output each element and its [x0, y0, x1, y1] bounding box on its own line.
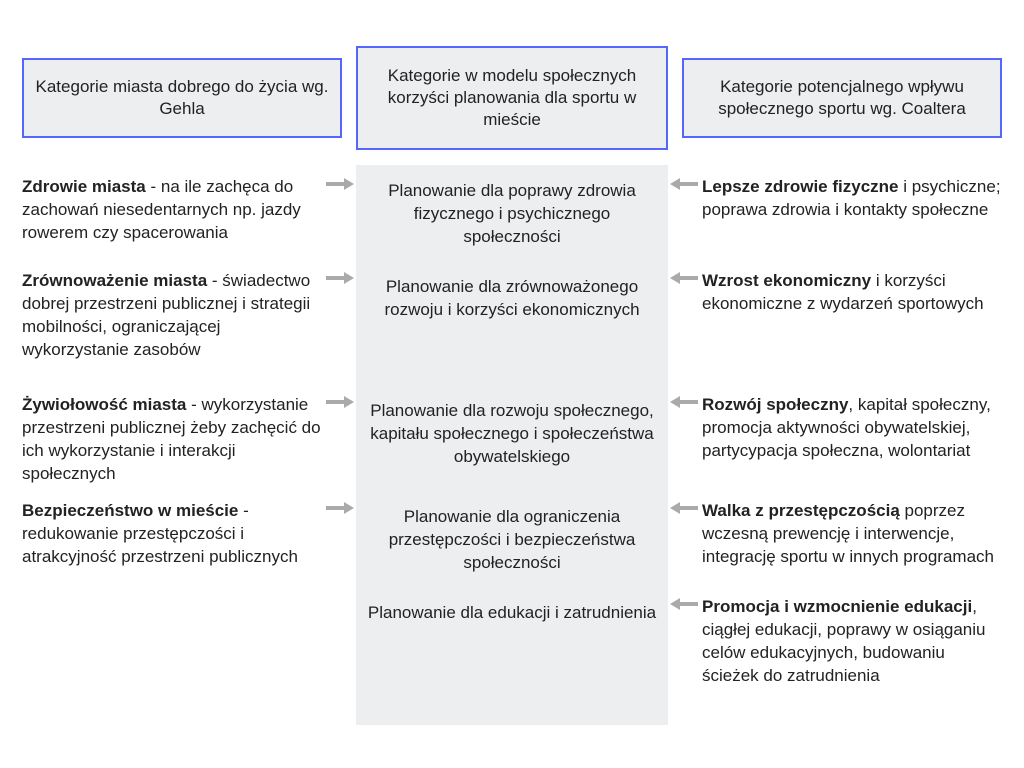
arrow-right-0: [670, 176, 698, 192]
arrow-right-4: [670, 596, 698, 612]
arrow-left-3: [326, 500, 354, 516]
arrow-left-0: [326, 176, 354, 192]
center-item-1: Planowanie dla zrównoważonego rozwoju i …: [366, 276, 658, 322]
header-left-text: Kategorie miasta dobrego do życia wg. Ge…: [34, 76, 330, 120]
right-item-3: Walka z przestępczością poprzez wczesną …: [702, 500, 1002, 569]
right-item-1: Wzrost ekonomiczny i korzyści ekonomiczn…: [702, 270, 1002, 316]
left-item-0-bold: Zdrowie miasta: [22, 177, 146, 196]
left-item-1-bold: Zrównoważenie miasta: [22, 271, 207, 290]
left-item-2: Żywiołowość miasta - wykorzystanie przes…: [22, 394, 322, 486]
arrow-left-1: [326, 270, 354, 286]
header-right: Kategorie potencjalnego wpływu społeczne…: [682, 58, 1002, 138]
right-item-0: Lepsze zdrowie fizyczne i psychiczne; po…: [702, 176, 1002, 222]
header-right-text: Kategorie potencjalnego wpływu społeczne…: [694, 76, 990, 120]
arrow-right-3: [670, 500, 698, 516]
header-center: Kategorie w modelu społecznych korzyści …: [356, 46, 668, 150]
center-item-4: Planowanie dla edukacji i zatrudnienia: [366, 602, 658, 625]
right-item-3-bold: Walka z przestępczością: [702, 501, 900, 520]
right-item-4: Promocja i wzmocnienie edukacji, ciągłej…: [702, 596, 1002, 688]
left-item-1: Zrównoważenie miasta - świadectwo dobrej…: [22, 270, 322, 362]
right-item-2-bold: Rozwój społeczny: [702, 395, 848, 414]
arrow-right-1: [670, 270, 698, 286]
right-item-2: Rozwój społeczny, kapitał społeczny, pro…: [702, 394, 1002, 463]
header-center-text: Kategorie w modelu społecznych korzyści …: [368, 65, 656, 131]
center-item-3: Planowanie dla ograniczenia przestępczoś…: [366, 506, 658, 575]
right-item-4-bold: Promocja i wzmocnienie edukacji: [702, 597, 972, 616]
left-item-3-bold: Bezpieczeństwo w mieście: [22, 501, 238, 520]
arrow-left-2: [326, 394, 354, 410]
left-item-3: Bezpieczeństwo w mieście - redukowanie p…: [22, 500, 322, 569]
center-item-0: Planowanie dla poprawy zdrowia fizyczneg…: [366, 180, 658, 249]
arrow-right-2: [670, 394, 698, 410]
header-left: Kategorie miasta dobrego do życia wg. Ge…: [22, 58, 342, 138]
center-item-2: Planowanie dla rozwoju społecznego, kapi…: [366, 400, 658, 469]
right-item-0-bold: Lepsze zdrowie fizyczne: [702, 177, 899, 196]
left-item-0: Zdrowie miasta - na ile zachęca do zacho…: [22, 176, 322, 245]
right-item-1-bold: Wzrost ekonomiczny: [702, 271, 871, 290]
left-item-2-bold: Żywiołowość miasta: [22, 395, 186, 414]
